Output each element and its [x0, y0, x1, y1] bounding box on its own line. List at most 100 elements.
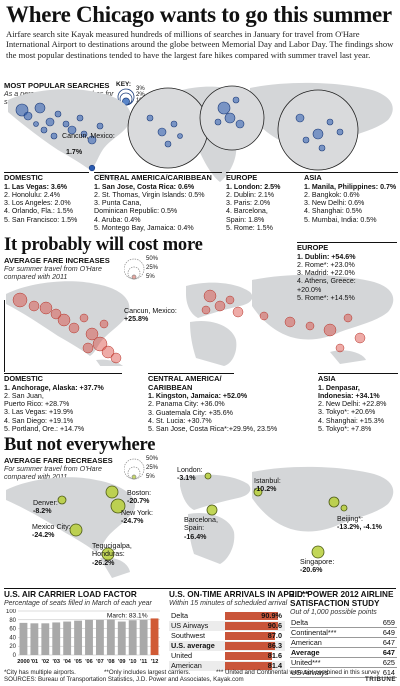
bar — [139, 619, 148, 655]
label-name: Istanbul: — [254, 477, 281, 485]
group-item: 4. Shanghai: +15.3% — [318, 416, 385, 425]
footnote-1: *City has multiple airports. — [4, 669, 76, 676]
decrease-bubble — [105, 485, 119, 499]
page-title: Where Chicago wants to go this summer — [6, 2, 392, 27]
increase-bubble — [232, 306, 244, 318]
key-label-25: 25% — [146, 465, 159, 471]
label-name: Mexico City: — [32, 523, 71, 531]
section2-subtitle: For summer travel from O'Hare compared w… — [4, 265, 102, 282]
search-bubble — [33, 121, 39, 127]
group-title: DOMESTIC — [4, 373, 122, 384]
x-tick-label: '11 — [140, 659, 147, 665]
group-item: 1. Denpasar, — [318, 383, 360, 392]
group-item: 3. Las Vegas: +19.9% — [4, 408, 74, 417]
jd-label: Average — [291, 648, 320, 657]
jd-label: US Airways — [291, 668, 329, 677]
group-item: 5. San Francisco: 1.5% — [4, 215, 78, 224]
search-bubble — [34, 102, 46, 114]
group-item: 3. Tokyo*: +20.6% — [318, 408, 376, 417]
ontime-subtitle: Within 15 minutes of scheduled arrival — [169, 600, 288, 607]
increase-bubble — [323, 323, 337, 337]
label-value: -13.2%, -4.1% — [337, 523, 382, 532]
search-bubble — [302, 136, 310, 144]
search-bubble — [96, 122, 104, 130]
ontime-bar — [225, 642, 276, 650]
group-item: Puerto Rico: +28.7% — [4, 400, 70, 409]
increase-bubble — [214, 300, 226, 312]
jd-value: 647 — [382, 638, 395, 647]
section3-subtitle: For summer travel from O'Hare compared w… — [4, 465, 102, 482]
label-name: Beijing*: — [337, 515, 364, 523]
increase-bubble — [82, 342, 94, 354]
decrease-bubble — [311, 545, 325, 559]
group-item: 4. St. Lucia: +30.7% — [148, 417, 212, 426]
search-bubble — [40, 126, 48, 134]
label-singapore: Singapore: -20.6% — [300, 558, 334, 575]
group-asia: ASIA 1. Manila, Philippines: 0.7% 2. Ban… — [304, 172, 398, 224]
group-item: 5. Portland, Ore.: +14.7% — [4, 425, 85, 434]
key-label-50: 50% — [146, 456, 159, 462]
group-item: 1. Manila, Philippines: 0.7% — [304, 182, 397, 191]
group-item: 2. Bangkok: 0.6% — [304, 190, 360, 199]
ontime-value: 90.9% — [261, 611, 282, 620]
group-item: 3. Guatemala City: +35.6% — [148, 408, 233, 417]
group-item: Indonesia: +34.1% — [318, 391, 380, 400]
group-item: 3. New Delhi: 0.6% — [304, 199, 365, 208]
bar — [63, 621, 72, 655]
map-popular — [8, 82, 393, 182]
x-tick-label: '05 — [74, 659, 82, 665]
x-tick-label: 2000 — [17, 659, 29, 665]
y-tick-label: 0 — [13, 653, 17, 659]
label-value: -20.6% — [300, 566, 323, 575]
decrease-bubble — [328, 496, 340, 508]
group-item: 5. Tokyo*: +7.8% — [318, 425, 372, 434]
decrease-bubble — [204, 472, 212, 480]
key-label-5: 5% — [146, 274, 155, 280]
increase-bubble — [50, 308, 62, 320]
search-bubble — [318, 144, 326, 152]
landmass-oceania — [330, 350, 366, 364]
x-tick-label: '08 — [107, 659, 115, 665]
ontime-label: Delta — [171, 611, 189, 620]
ontime-row: American 81.4 — [169, 661, 285, 671]
label-london: London: -3.1% — [177, 466, 203, 483]
landmass-europe — [180, 474, 251, 510]
footer: *City has multiple airports. **Only incl… — [4, 669, 396, 684]
ontime-bar — [225, 632, 276, 640]
label-boston: Boston: -20.7% — [127, 489, 151, 506]
search-bubble — [170, 120, 178, 128]
jd-label: Delta — [291, 618, 309, 627]
leader-line — [4, 300, 5, 372]
ontime-bar — [225, 612, 278, 620]
ontime-row: Southwest 87.0 — [169, 631, 285, 641]
label-value: -16.4% — [184, 532, 207, 541]
increase-bubble — [39, 301, 53, 315]
search-bubble — [235, 119, 245, 129]
group-item: 5. San Jose, Costa Rica*:+29.9%, 23.5% — [148, 425, 278, 434]
zoom-circle-caribbean — [127, 87, 209, 169]
jd-row: Continental*** 649 — [290, 628, 397, 638]
bar — [52, 622, 61, 655]
jd-title: J.D. POWER 2012 AIRLINE SATISFACTION STU… — [290, 590, 394, 609]
group-item: 3. Madrid: +22.0% — [297, 269, 355, 278]
x-tick-label: '04 — [63, 659, 71, 665]
group-title: EUROPE — [226, 172, 306, 183]
search-bubble — [67, 125, 77, 135]
key-circles — [124, 458, 145, 480]
label-name: Singapore: — [300, 558, 335, 566]
y-tick-label: 100 — [6, 609, 17, 615]
label-name: London: — [177, 466, 203, 474]
group-item: 4. Shanghai: 0.5% — [304, 207, 362, 216]
load-factor-subtitle: Percentage of seats filled in March of e… — [4, 600, 152, 607]
group-item: 5. Rome*: +14.5% — [297, 294, 355, 303]
bar — [19, 622, 28, 655]
increase-bubble — [225, 295, 235, 305]
section1-heading: MOST POPULAR SEARCHES — [4, 81, 110, 90]
search-bubble — [312, 128, 324, 140]
x-tick-label: '10 — [129, 659, 137, 665]
decrease-bubble — [206, 504, 218, 516]
search-bubble — [80, 130, 88, 138]
section2-heading: It probably will cost more — [4, 235, 203, 255]
group-title: DOMESTIC — [4, 172, 89, 183]
load-factor-title: U.S. AIR CARRIER LOAD FACTOR — [4, 590, 137, 599]
